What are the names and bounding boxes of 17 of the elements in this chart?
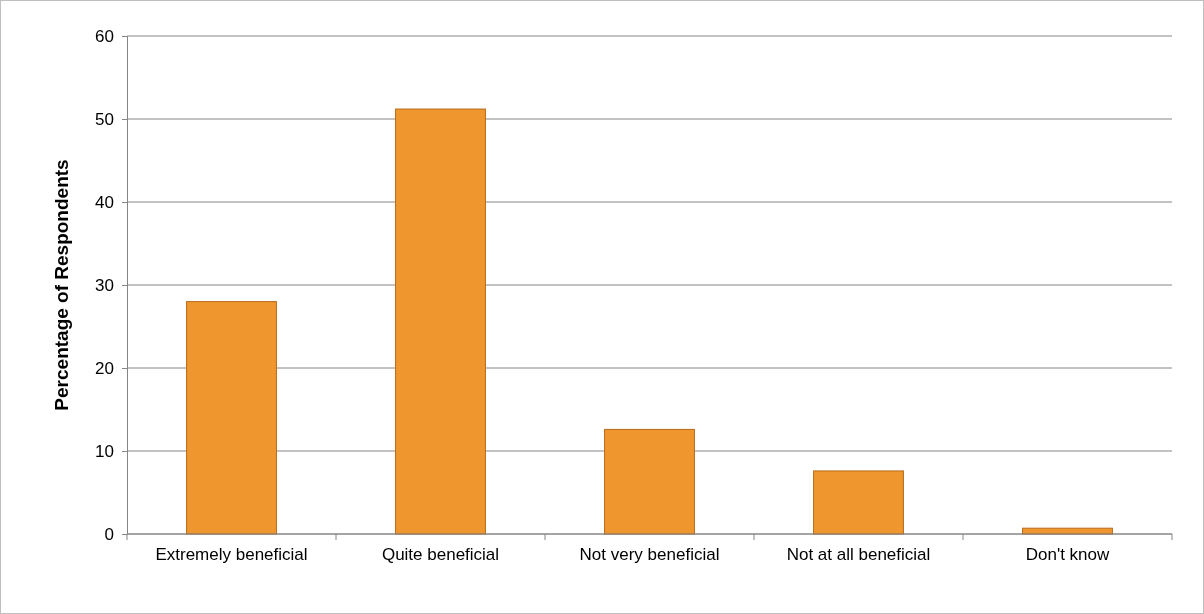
- bar: [813, 470, 904, 535]
- x-tick-label: Not very beneficial: [579, 545, 720, 564]
- y-tick-label: 30: [95, 275, 114, 295]
- y-tick-label: 40: [95, 192, 114, 212]
- bar: [395, 108, 486, 535]
- y-tick-label: 10: [95, 441, 114, 461]
- y-tick-label: 50: [95, 109, 114, 129]
- y-tick-label: 0: [104, 524, 114, 544]
- y-tick-label: 20: [95, 358, 114, 378]
- y-axis-title: Percentage of Respondents: [51, 159, 72, 411]
- x-tick-label: Don't know: [1025, 545, 1110, 564]
- bar: [186, 301, 277, 535]
- bar: [604, 428, 695, 535]
- x-tick-label: Not at all beneficial: [786, 545, 931, 564]
- y-tick-label: 60: [95, 26, 114, 46]
- x-tick-label: Extremely beneficial: [155, 545, 308, 564]
- x-tick-label: Quite beneficial: [381, 545, 500, 564]
